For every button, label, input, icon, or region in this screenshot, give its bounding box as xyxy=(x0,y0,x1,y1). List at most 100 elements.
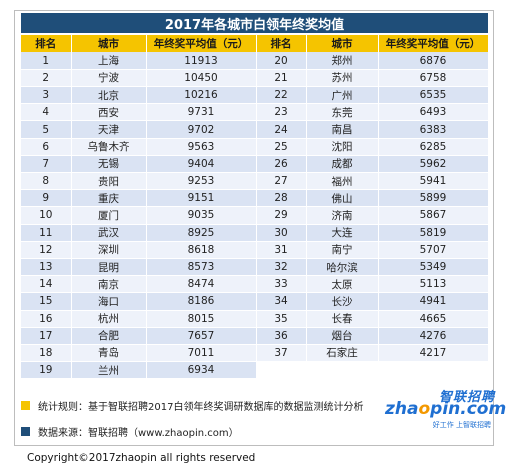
cell-city-right: 长春 xyxy=(306,310,379,328)
table-row: 8 贵阳 9253 27 福州 5941 xyxy=(21,172,489,191)
cell-rank-right: 25 xyxy=(256,138,307,156)
cell-rank-left: 11 xyxy=(21,224,72,242)
table-row: 16 杭州 8015 35 长春 4665 xyxy=(21,310,489,328)
cell-bonus-left: 8015 xyxy=(146,310,257,328)
cell-rank-right: 34 xyxy=(256,292,307,311)
logo-wordmark-suffix: pin.com xyxy=(430,399,507,419)
statistics-rule-note: 统计规则：基于智联招聘2017白领年终奖调研数据库的数据监测统计分析 xyxy=(21,398,363,413)
cell-city-left: 西安 xyxy=(71,103,147,122)
cell-rank-right: 21 xyxy=(256,69,307,88)
cell-bonus-left: 7011 xyxy=(146,344,257,363)
cell-bonus-left: 8618 xyxy=(146,241,257,259)
cell-rank-left: 16 xyxy=(21,310,72,328)
cell-bonus-right: 5349 xyxy=(378,258,489,277)
table-row: 18 青岛 7011 37 石家庄 4217 xyxy=(21,344,489,363)
cell-rank-left: 7 xyxy=(21,155,72,174)
table-row: 9 重庆 9151 28 佛山 5899 xyxy=(21,189,489,208)
statistics-rule-text: 统计规则：基于智联招聘2017白领年终奖调研数据库的数据监测统计分析 xyxy=(38,402,364,413)
cell-rank-right: 26 xyxy=(256,155,307,174)
cell-bonus-left: 8186 xyxy=(146,292,257,311)
cell-bonus-left: 9404 xyxy=(146,155,257,174)
cell-bonus-right: 6876 xyxy=(378,52,489,70)
cell-city-right: 东莞 xyxy=(306,103,379,122)
cell-city-right: 苏州 xyxy=(306,69,379,88)
cell-rank-right: 20 xyxy=(256,52,307,70)
cell-bonus-right: 4217 xyxy=(378,344,489,363)
cell-rank-left: 9 xyxy=(21,189,72,208)
cell-bonus-right: 6493 xyxy=(378,103,489,122)
cell-city-left: 无锡 xyxy=(71,155,147,174)
cell-bonus-left: 9035 xyxy=(146,206,257,225)
table-row: 3 北京 10216 22 广州 6535 xyxy=(21,86,489,105)
table-row: 1 上海 11913 20 郑州 6876 xyxy=(21,52,489,70)
cell-rank-right: 31 xyxy=(256,241,307,259)
logo-wordmark-prefix: zha xyxy=(385,399,419,419)
table-row: 15 海口 8186 34 长沙 4941 xyxy=(21,292,489,311)
logo-tagline: 好工作 上智联招聘 xyxy=(432,421,491,429)
cell-city-left: 海口 xyxy=(71,292,147,311)
table-row: 11 武汉 8925 30 大连 5819 xyxy=(21,224,489,242)
cell-rank-left: 19 xyxy=(21,361,72,380)
cell-rank-right: 23 xyxy=(256,103,307,122)
cell-bonus-right: 5707 xyxy=(378,241,489,259)
cell-city-left: 重庆 xyxy=(71,189,147,208)
cell-city-right: 哈尔滨 xyxy=(306,258,379,277)
table-row: 7 无锡 9404 26 成都 5962 xyxy=(21,155,489,174)
logo-wordmark-o: o xyxy=(418,399,431,419)
cell-city-right: 南宁 xyxy=(306,241,379,259)
cell-city-left: 青岛 xyxy=(71,344,147,363)
cell-rank-right: 22 xyxy=(256,86,307,105)
cell-rank-left: 17 xyxy=(21,327,72,345)
cell-city-left: 南京 xyxy=(71,275,147,294)
table-row: 5 天津 9702 24 南昌 6383 xyxy=(21,120,489,139)
cell-rank-left: 8 xyxy=(21,172,72,191)
cell-rank-left: 2 xyxy=(21,69,72,88)
cell-rank-left: 14 xyxy=(21,275,72,294)
cell-city-left: 北京 xyxy=(71,86,147,105)
cell-rank-left: 18 xyxy=(21,344,72,363)
cell-rank-right: 30 xyxy=(256,224,307,242)
cell-city-left: 贵阳 xyxy=(71,172,147,191)
table-title: 2017年各城市白领年终奖均值 xyxy=(21,13,488,33)
cell-city-left: 深圳 xyxy=(71,241,147,259)
cell-city-left: 昆明 xyxy=(71,258,147,277)
cell-city-left: 天津 xyxy=(71,120,147,139)
cell-rank-left: 15 xyxy=(21,292,72,311)
zhaopin-logo: 智联招聘 zhaopin.com 好工作 上智联招聘 xyxy=(385,386,506,434)
cell-city-left: 乌鲁木齐 xyxy=(71,138,147,156)
cell-bonus-left: 8474 xyxy=(146,275,257,294)
data-source-note: 数据来源：智联招聘（www.zhaopin.com） xyxy=(21,424,239,439)
cell-rank-right: 28 xyxy=(256,189,307,208)
cell-rank-left: 4 xyxy=(21,103,72,122)
cell-rank-right: 33 xyxy=(256,275,307,294)
yellow-square-icon xyxy=(21,401,30,410)
header-city-right: 城市 xyxy=(306,35,379,53)
cell-city-right: 太原 xyxy=(306,275,379,294)
ranking-table: 排名 城市 年终奖平均值（元） 排名 城市 年终奖平均值（元） 1 上海 11913… xyxy=(21,35,489,380)
cell-rank-left: 10 xyxy=(21,206,72,225)
cell-city-right: 石家庄 xyxy=(306,344,379,363)
cell-bonus-right: 6758 xyxy=(378,69,489,88)
cell-city-left: 上海 xyxy=(71,52,147,70)
cell-bonus-left: 11913 xyxy=(146,52,257,70)
cell-bonus-left: 9702 xyxy=(146,120,257,139)
cell-city-right: 长沙 xyxy=(306,292,379,311)
cell-city-left: 武汉 xyxy=(71,224,147,242)
cell-city-right: 广州 xyxy=(306,86,379,105)
cell-city-right: 郑州 xyxy=(306,52,379,70)
cell-rank-right xyxy=(256,361,307,380)
header-bonus-right: 年终奖平均值（元） xyxy=(378,35,489,53)
cell-city-right: 大连 xyxy=(306,224,379,242)
cell-bonus-right: 5113 xyxy=(378,275,489,294)
cell-bonus-left: 10450 xyxy=(146,69,257,88)
cell-city-left: 合肥 xyxy=(71,327,147,345)
cell-bonus-right: 5867 xyxy=(378,206,489,225)
header-rank-left: 排名 xyxy=(21,35,72,53)
cell-rank-right: 37 xyxy=(256,344,307,363)
table-row: 12 深圳 8618 31 南宁 5707 xyxy=(21,241,489,259)
table-body: 1 上海 11913 20 郑州 6876 2 宁波 10450 21 苏州 6758 3 北京 10216… xyxy=(21,52,489,380)
cell-rank-left: 5 xyxy=(21,120,72,139)
cell-bonus-left: 9563 xyxy=(146,138,257,156)
cell-rank-left: 1 xyxy=(21,52,72,70)
cell-rank-left: 13 xyxy=(21,258,72,277)
